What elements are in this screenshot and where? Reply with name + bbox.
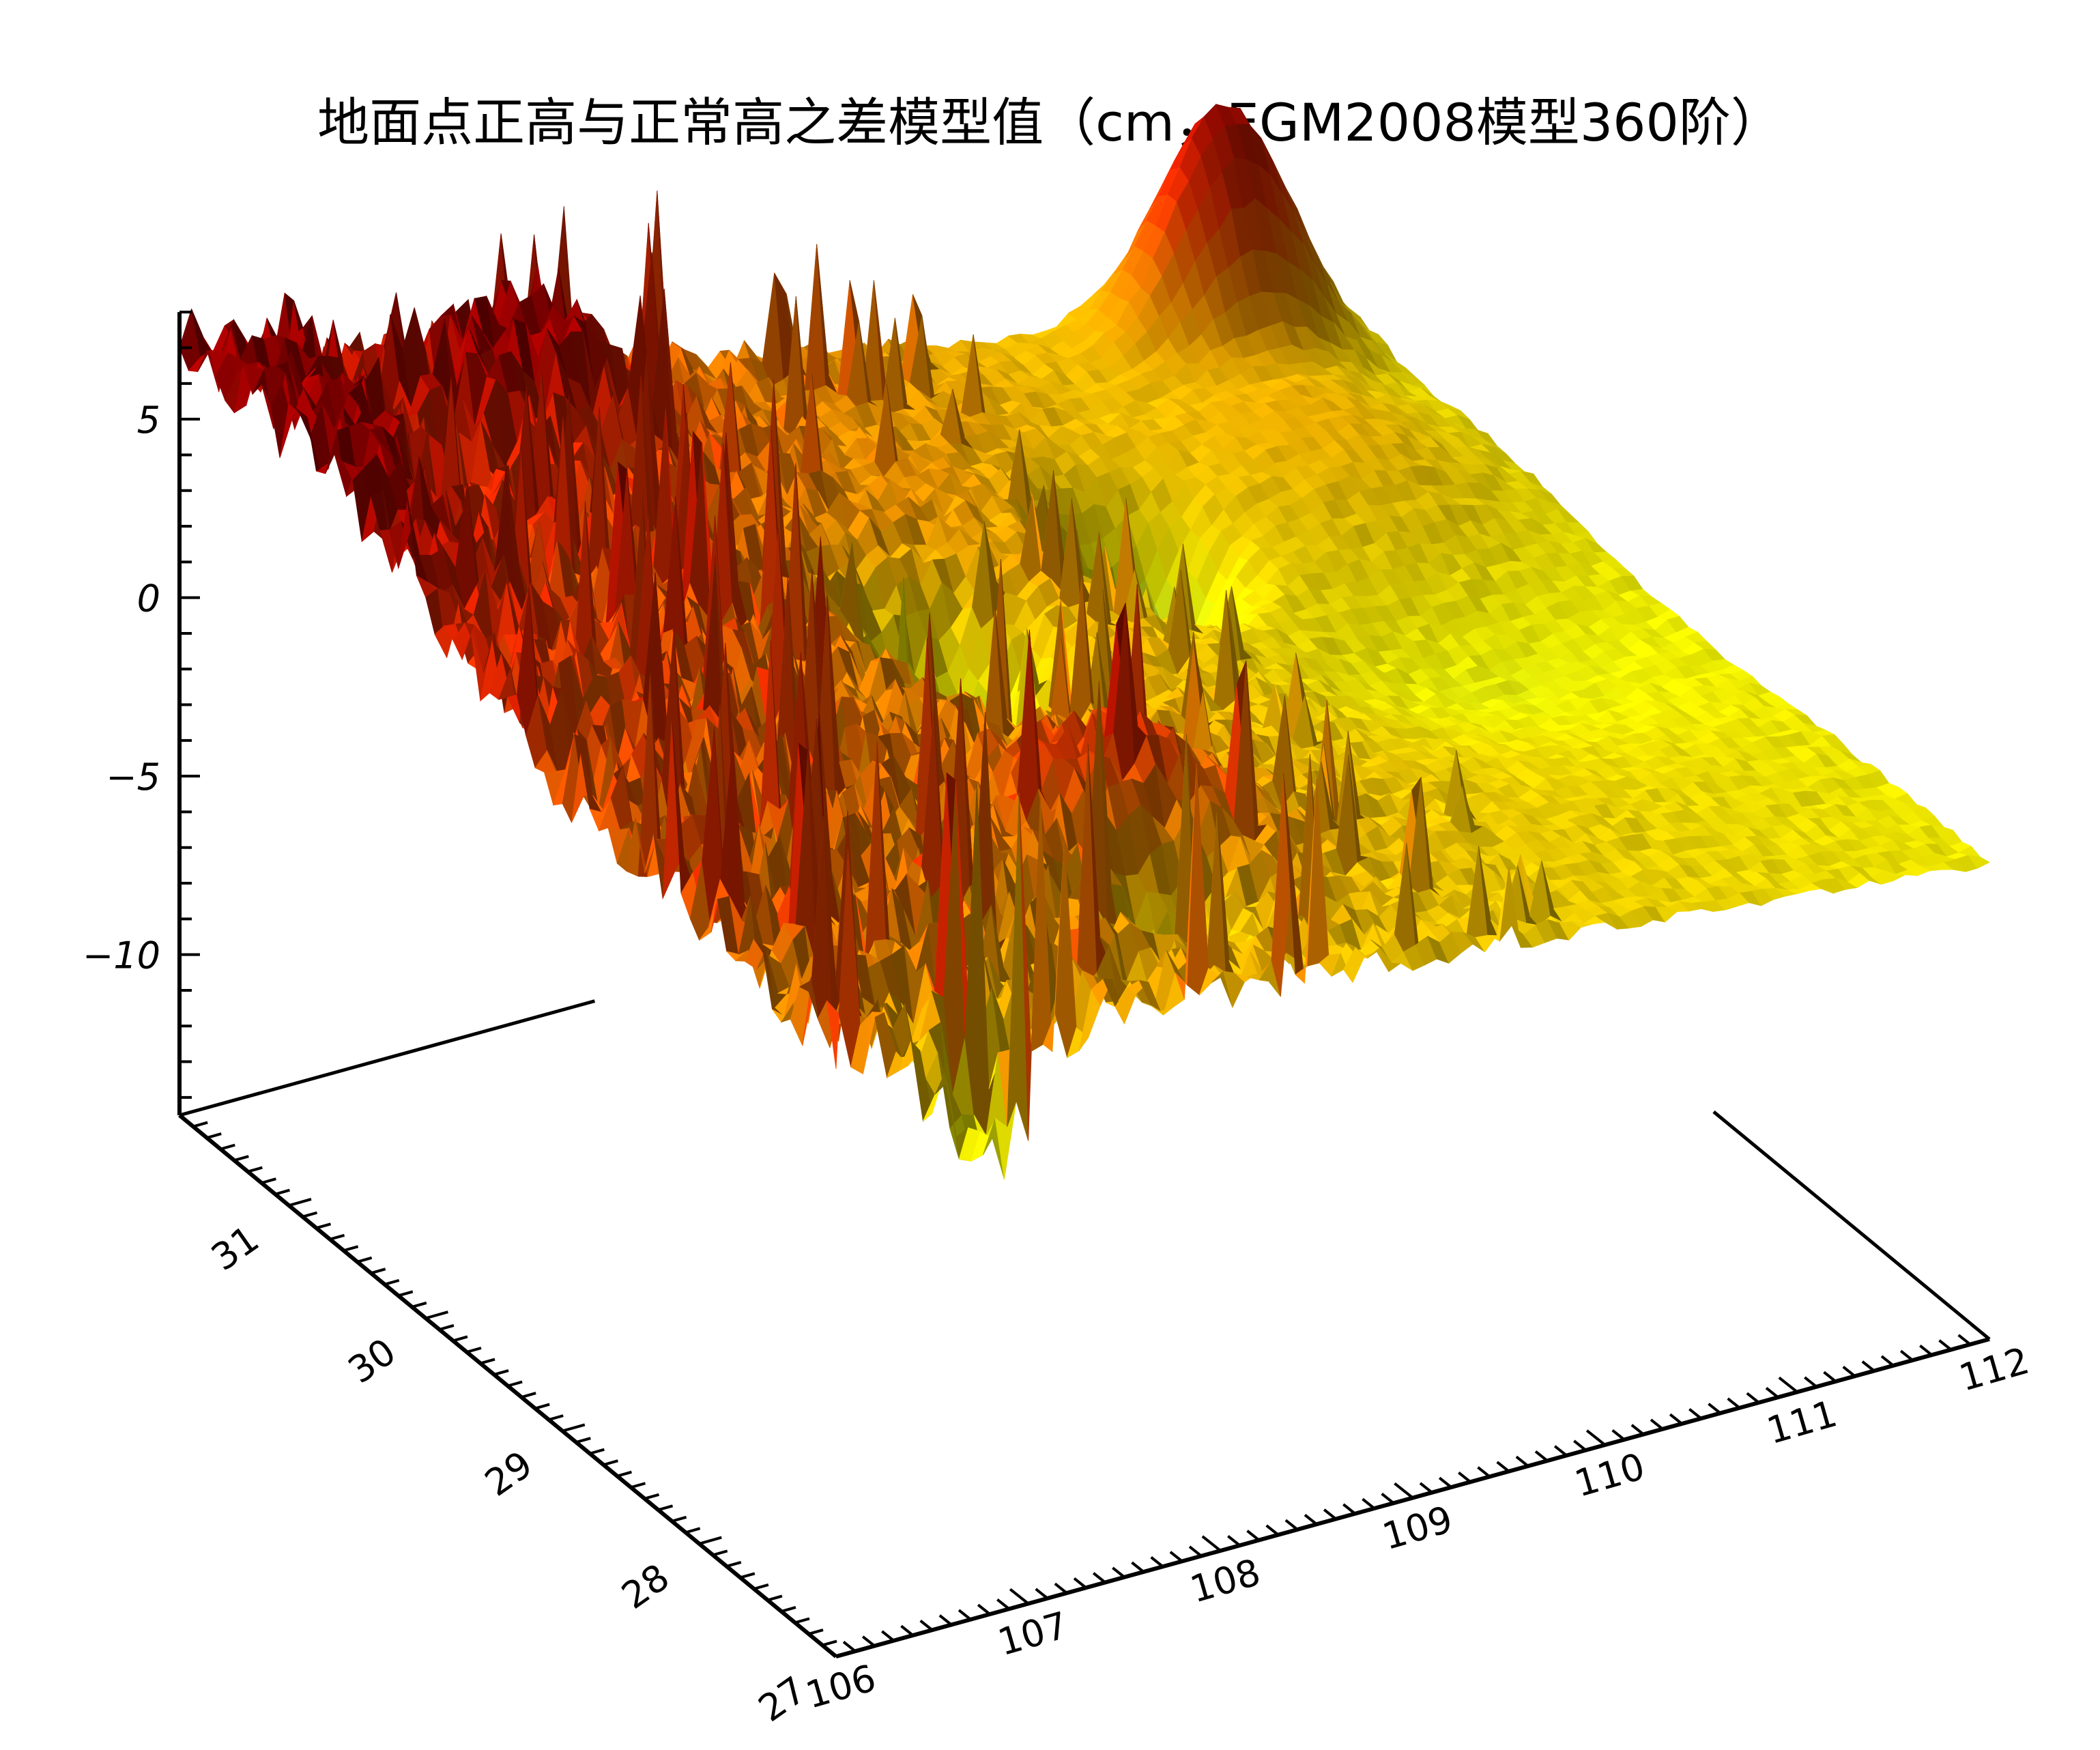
- surface-mesh: [179, 104, 1990, 1180]
- chart-title: 地面点正高与正常高之差模型值（cm，EGM2008模型360阶）: [317, 92, 1783, 153]
